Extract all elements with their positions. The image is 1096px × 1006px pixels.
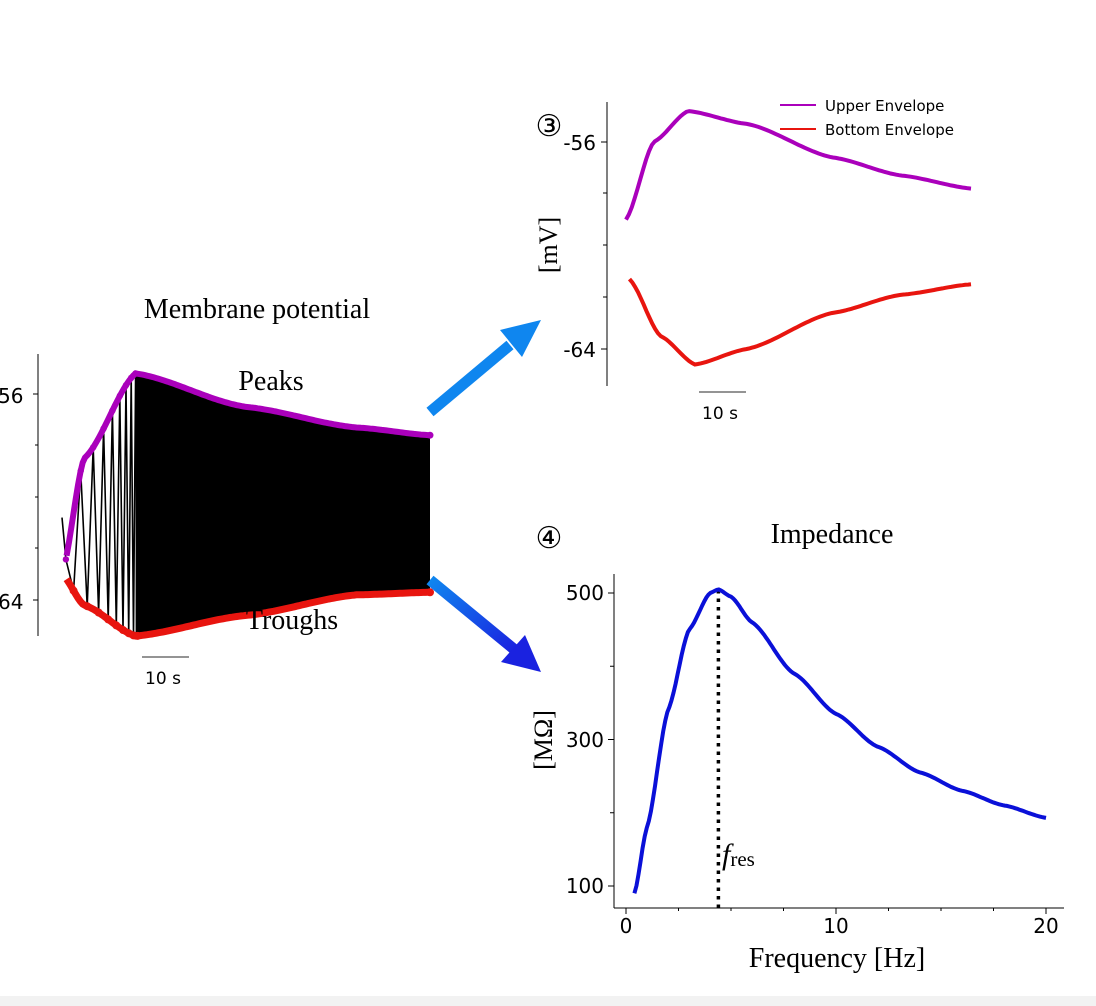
peak-marker bbox=[122, 382, 130, 389]
peak-marker bbox=[128, 374, 135, 382]
impedance-y-tick-300: 300 bbox=[566, 728, 604, 752]
envelope-panel-marker: ③ bbox=[536, 110, 563, 143]
legend: Upper Envelope Bottom Envelope bbox=[780, 97, 954, 139]
peak-marker bbox=[116, 392, 124, 400]
impedance-x-label: Frequency [Hz] bbox=[749, 943, 925, 974]
fres-label-sub: res bbox=[730, 847, 755, 871]
bottom-envelope-line bbox=[627, 277, 972, 367]
legend-upper-label: Upper Envelope bbox=[825, 97, 944, 115]
envelope-y-label: [mV] bbox=[534, 217, 563, 273]
membrane-title: Membrane potential bbox=[144, 294, 370, 325]
fres-label: fres bbox=[722, 838, 755, 871]
impedance-y-tick-500: 500 bbox=[566, 581, 604, 605]
upper-envelope-line bbox=[624, 109, 972, 221]
impedance-panel: ④ Impedance 500 300 100 0 10 20 Frequenc… bbox=[529, 519, 1064, 974]
trough-marker bbox=[83, 602, 92, 611]
trough-markers bbox=[69, 586, 434, 640]
peak-marker bbox=[426, 431, 434, 439]
peak-markers bbox=[62, 370, 434, 563]
impedance-title: Impedance bbox=[771, 519, 894, 550]
impedance-y-tick-100: 100 bbox=[566, 874, 604, 898]
left-y-minor-ticks bbox=[33, 393, 38, 601]
peaks-label: Peaks bbox=[238, 366, 303, 397]
peak-marker bbox=[100, 425, 107, 432]
trough-marker bbox=[104, 615, 113, 624]
impedance-ticks bbox=[608, 592, 1047, 914]
troughs-label: Troughs bbox=[246, 605, 338, 636]
membrane-potential-panel: Membrane potential 56 64 Peaks Troughs 1… bbox=[0, 294, 434, 689]
trough-marker bbox=[69, 586, 78, 595]
impedance-x-tick-20: 20 bbox=[1033, 914, 1058, 938]
trough-marker bbox=[112, 621, 121, 630]
left-scalebar-label: 10 s bbox=[145, 669, 181, 689]
peak-marker bbox=[90, 444, 97, 451]
bottom-strip bbox=[0, 996, 1096, 1006]
envelope-scalebar-label: 10 s bbox=[702, 404, 738, 424]
envelope-tick-label-56: -56 bbox=[563, 131, 596, 155]
trough-marker bbox=[133, 631, 142, 640]
trough-marker bbox=[426, 588, 434, 597]
impedance-x-tick-10: 10 bbox=[823, 914, 848, 938]
arrow-to-envelope bbox=[426, 320, 541, 417]
left-tick-label-64: 64 bbox=[0, 590, 23, 614]
peak-marker bbox=[77, 467, 84, 475]
peak-marker bbox=[109, 407, 116, 414]
impedance-x-tick-0: 0 bbox=[620, 914, 633, 938]
envelope-panel: ③ -56 -64 [mV] Upper Envelope Bottom Env… bbox=[534, 97, 972, 424]
arrow-to-impedance bbox=[426, 575, 541, 672]
peak-marker bbox=[132, 370, 139, 377]
impedance-y-label: [MΩ] bbox=[529, 710, 558, 770]
trough-marker bbox=[94, 608, 103, 617]
peak-marker bbox=[62, 556, 70, 563]
envelope-y-ticks bbox=[601, 141, 607, 350]
impedance-curve bbox=[632, 587, 1047, 894]
left-tick-label-56: 56 bbox=[0, 384, 23, 408]
legend-bottom-label: Bottom Envelope bbox=[825, 121, 954, 139]
impedance-panel-marker: ④ bbox=[536, 522, 563, 555]
oscillation-fill bbox=[135, 373, 430, 637]
envelope-tick-label-64: -64 bbox=[563, 338, 596, 362]
